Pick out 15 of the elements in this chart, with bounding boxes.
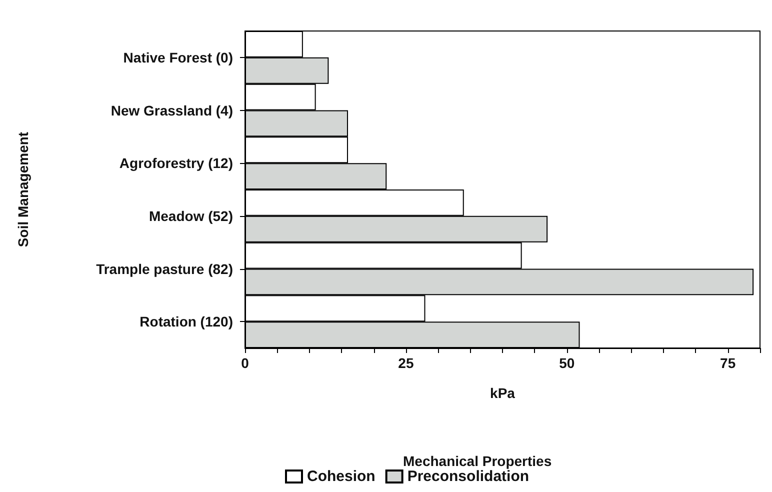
x-tick-label: 75: [720, 355, 736, 371]
y-tick-label: Native Forest (0): [123, 49, 233, 66]
x-tick-label: 0: [241, 355, 250, 371]
y-tick-label: Meadow (52): [148, 208, 233, 224]
x-tick-label: 50: [559, 355, 575, 371]
x-axis-title: kPa: [490, 385, 516, 401]
legend-label: Preconsolidation: [407, 468, 530, 485]
y-axis-title: Soil Management: [15, 132, 31, 248]
y-tick-label: New Grassland (4): [110, 102, 233, 118]
x-tick-label: 25: [398, 355, 414, 371]
legend-label: Cohesion: [307, 468, 376, 485]
y-tick-label: Agroforestry (12): [119, 155, 233, 172]
legend-title: Mechanical Properties: [403, 453, 552, 469]
y-tick-label: Trample pasture (82): [96, 260, 233, 277]
y-tick-label: Rotation (120): [140, 314, 233, 330]
